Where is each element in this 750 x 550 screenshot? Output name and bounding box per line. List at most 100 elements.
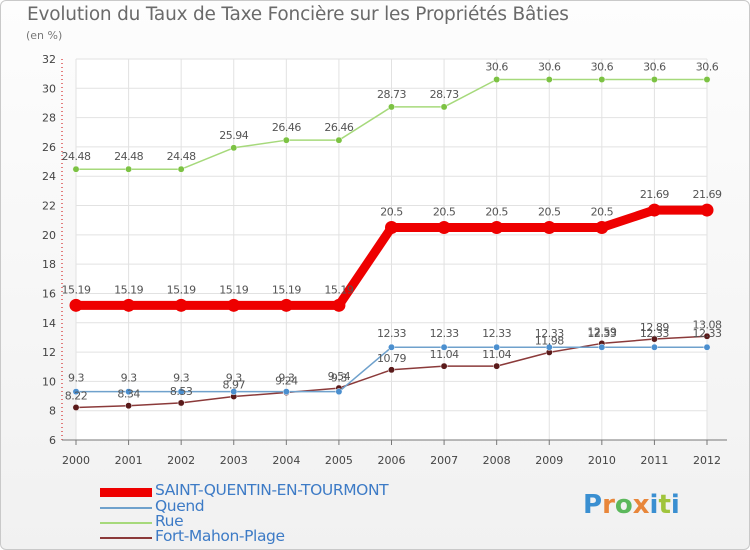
x-tick-label: 2005 bbox=[325, 454, 353, 467]
data-label: 15.19 bbox=[219, 283, 248, 296]
data-label: 9.3 bbox=[331, 372, 347, 385]
legend-item: Quend bbox=[100, 497, 430, 515]
data-point bbox=[703, 332, 711, 340]
data-label: 15.19 bbox=[272, 283, 301, 296]
data-point bbox=[388, 366, 395, 374]
data-point bbox=[440, 103, 448, 111]
data-label: 26.46 bbox=[324, 121, 353, 134]
y-tick-label: 10 bbox=[42, 375, 56, 388]
chart-title: Evolution du Taux de Taxe Foncière sur l… bbox=[27, 4, 569, 25]
legend-item: SAINT-QUENTIN-EN-TOURMONT bbox=[100, 481, 430, 499]
legend-swatch bbox=[100, 507, 152, 509]
data-point bbox=[703, 343, 711, 351]
data-point bbox=[122, 298, 136, 312]
data-label: 12.33 bbox=[535, 327, 564, 340]
legend-swatch bbox=[100, 537, 152, 539]
logo-letter: P bbox=[583, 490, 603, 520]
proxiti-logo: Proxiti bbox=[583, 490, 680, 520]
data-label: 9.54 bbox=[328, 370, 351, 383]
data-label: 20.5 bbox=[591, 206, 614, 219]
data-label: 9.3 bbox=[121, 372, 137, 385]
y-tick-label: 16 bbox=[42, 287, 56, 300]
logo-letter: t bbox=[658, 490, 671, 520]
x-tick-label: 2007 bbox=[430, 454, 458, 467]
data-point bbox=[227, 298, 241, 312]
data-point bbox=[125, 402, 133, 410]
data-label: 9.3 bbox=[226, 372, 242, 385]
data-point bbox=[490, 221, 504, 235]
data-label: 20.5 bbox=[433, 206, 456, 219]
data-point bbox=[72, 404, 80, 411]
data-point bbox=[493, 343, 501, 351]
data-label: 30.6 bbox=[643, 61, 666, 74]
data-label: 12.33 bbox=[482, 327, 511, 340]
data-label: 15.19 bbox=[62, 283, 91, 296]
data-label: 15.19 bbox=[167, 283, 196, 296]
data-label: 9.24 bbox=[275, 375, 298, 388]
y-tick-label: 20 bbox=[42, 229, 56, 242]
x-tick-label: 2006 bbox=[378, 454, 406, 467]
data-label: 8.97 bbox=[223, 378, 246, 391]
data-label: 20.5 bbox=[380, 206, 403, 219]
data-label: 12.33 bbox=[640, 327, 669, 340]
y-tick-label: 6 bbox=[49, 434, 56, 447]
x-tick-label: 2001 bbox=[115, 454, 143, 467]
data-label: 24.48 bbox=[62, 150, 91, 163]
data-label: 12.33 bbox=[377, 327, 406, 340]
data-point bbox=[545, 76, 553, 83]
data-point bbox=[437, 221, 451, 235]
x-tick-label: 2012 bbox=[693, 454, 721, 467]
data-label: 12.33 bbox=[430, 327, 459, 340]
data-point bbox=[332, 298, 346, 312]
data-point bbox=[335, 388, 343, 396]
data-point bbox=[72, 388, 80, 396]
legend-item: Rue bbox=[100, 512, 430, 530]
y-tick-label: 12 bbox=[42, 346, 56, 359]
y-tick-label: 26 bbox=[42, 141, 56, 154]
data-label: 30.6 bbox=[485, 61, 508, 74]
x-tick-label: 2008 bbox=[483, 454, 511, 467]
data-label: 10.79 bbox=[377, 352, 406, 365]
data-point bbox=[230, 144, 238, 152]
data-label: 25.94 bbox=[219, 129, 248, 142]
data-label: 12.59 bbox=[587, 325, 616, 338]
data-label: 26.46 bbox=[272, 121, 301, 134]
data-label: 20.5 bbox=[538, 206, 561, 219]
data-label: 24.48 bbox=[167, 150, 196, 163]
chart-subtitle: (en %) bbox=[26, 29, 63, 42]
data-label: 24.48 bbox=[114, 150, 143, 163]
data-label: 15.19 bbox=[324, 283, 353, 296]
logo-letter: r bbox=[602, 490, 615, 520]
x-tick-label: 2003 bbox=[220, 454, 248, 467]
data-label: 12.89 bbox=[640, 321, 669, 334]
data-label: 8.34 bbox=[117, 388, 140, 401]
data-point bbox=[125, 165, 133, 173]
data-point bbox=[440, 362, 448, 370]
data-label: 13.08 bbox=[693, 318, 722, 331]
data-point bbox=[595, 221, 609, 235]
data-point bbox=[388, 343, 395, 351]
y-tick-label: 8 bbox=[49, 405, 56, 418]
data-point bbox=[650, 335, 658, 343]
data-point bbox=[282, 388, 290, 396]
data-label: 21.69 bbox=[693, 188, 722, 201]
data-point bbox=[69, 298, 83, 312]
data-label: 8.53 bbox=[170, 385, 193, 398]
data-label: 11.04 bbox=[430, 348, 459, 361]
y-tick-label: 30 bbox=[42, 82, 56, 95]
data-label: 9.3 bbox=[68, 372, 84, 385]
data-label: 12.33 bbox=[587, 327, 616, 340]
data-label: 8.22 bbox=[65, 389, 88, 402]
x-tick-label: 2004 bbox=[272, 454, 300, 467]
x-tick-label: 2002 bbox=[167, 454, 195, 467]
data-point bbox=[650, 343, 658, 351]
data-point bbox=[542, 221, 556, 235]
data-point bbox=[177, 165, 185, 173]
logo-letter: i bbox=[670, 490, 680, 520]
data-label: 11.98 bbox=[535, 334, 564, 347]
data-point bbox=[72, 165, 80, 173]
logo-letter: x bbox=[632, 490, 650, 520]
data-label: 12.33 bbox=[693, 327, 722, 340]
data-label: 28.73 bbox=[377, 88, 406, 101]
